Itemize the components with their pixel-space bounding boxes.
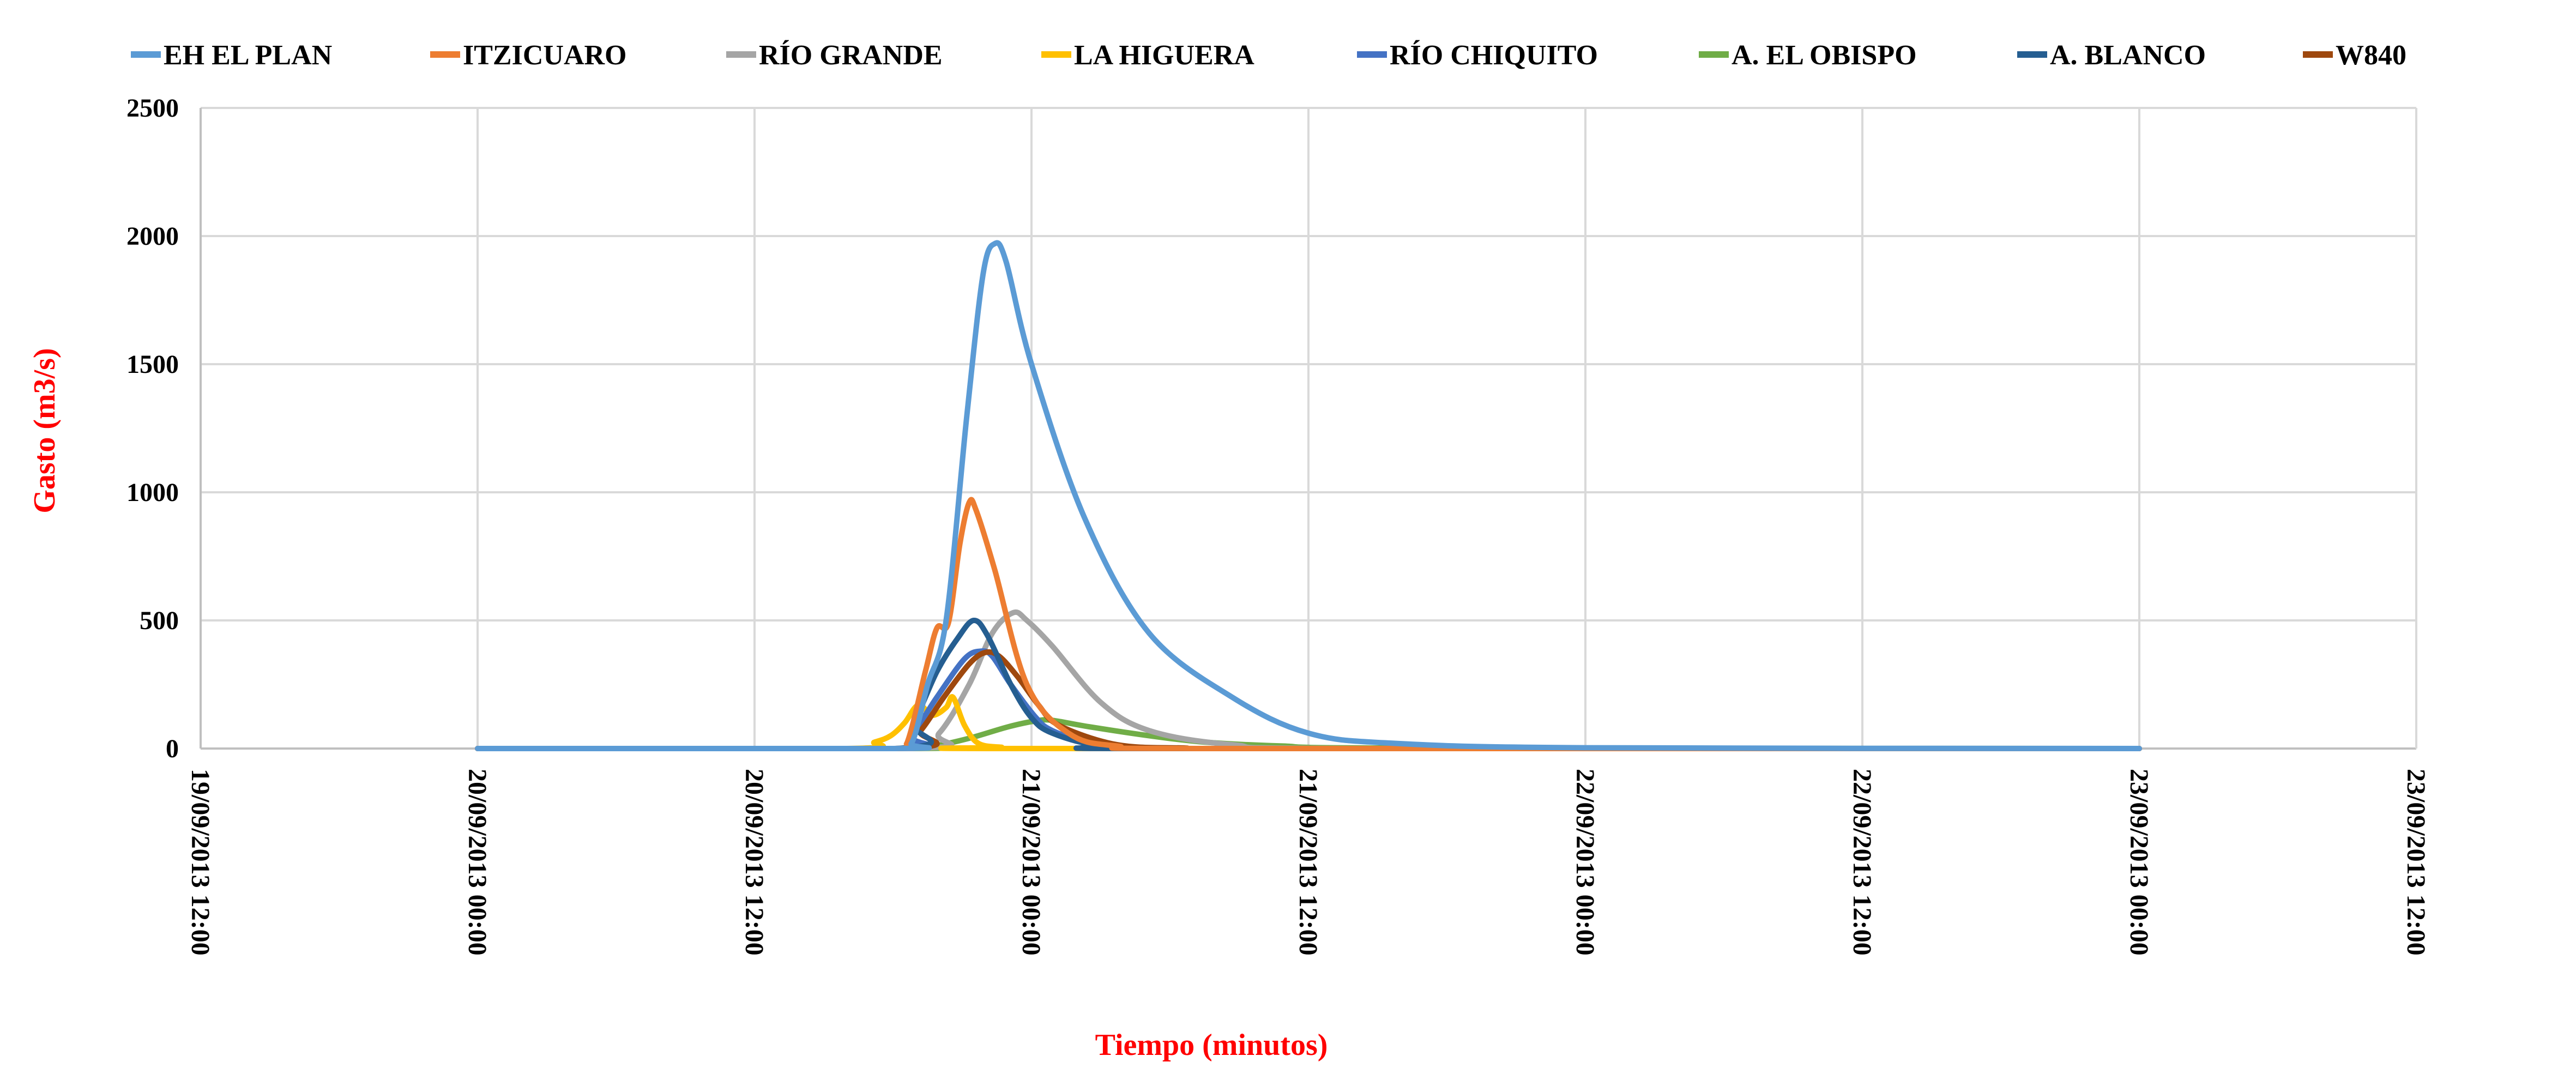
gridlines [200,107,2417,750]
x-tick-label: 22/09/2013 00:00 [1571,769,1600,956]
series-line-eh-el-plan [475,240,2142,752]
legend-item: ITZICUARO [430,40,627,71]
legend-item: W840 [2303,40,2406,71]
legend: EH EL PLAN ITZICUARO RÍO GRANDE LA HIGUERA R… [131,39,2406,71]
y-tick-label: 2000 [126,222,179,251]
y-axis-title: Gasto (m3/s) [28,348,62,513]
legend-item: RÍO GRANDE [726,39,943,71]
x-tick-label: 21/09/2013 00:00 [1017,769,1046,956]
legend-item: RÍO CHIQUITO [1357,39,1598,71]
y-tick-label: 0 [166,734,179,763]
series-lines [475,240,2142,752]
legend-label: W840 [2336,40,2406,71]
y-tick-label: 500 [140,606,179,635]
x-tick-label: 20/09/2013 12:00 [740,769,769,956]
y-tick-label: 2500 [126,94,179,123]
legend-item: EH EL PLAN [131,40,332,71]
x-tick-labels: 19/09/2013 12:00 20/09/2013 00:00 20/09/20… [186,769,2430,956]
legend-label: A. BLANCO [2050,40,2206,71]
x-tick-label: 22/09/2013 12:00 [1848,769,1877,956]
y-tick-label: 1000 [126,478,179,507]
legend-item: A. BLANCO [2017,40,2206,71]
legend-label: RÍO GRANDE [759,39,943,71]
x-tick-label: 21/09/2013 12:00 [1294,769,1323,956]
legend-label: RÍO CHIQUITO [1390,39,1598,71]
legend-item: A. EL OBISPO [1699,40,1917,71]
legend-label: A. EL OBISPO [1732,40,1917,71]
x-tick-label: 19/09/2013 12:00 [186,769,215,956]
legend-label: ITZICUARO [463,40,627,71]
legend-label: EH EL PLAN [164,40,332,71]
legend-item: LA HIGUERA [1041,40,1254,71]
x-tick-label: 20/09/2013 00:00 [463,769,492,956]
x-tick-label: 23/09/2013 12:00 [2402,769,2430,956]
x-tick-label: 23/09/2013 00:00 [2125,769,2153,956]
y-tick-labels: 0 500 1000 1500 2000 2500 [126,94,179,763]
y-tick-label: 1500 [126,350,179,379]
x-axis-title: Tiempo (minutos) [1095,1028,1328,1062]
legend-label: LA HIGUERA [1074,40,1254,71]
